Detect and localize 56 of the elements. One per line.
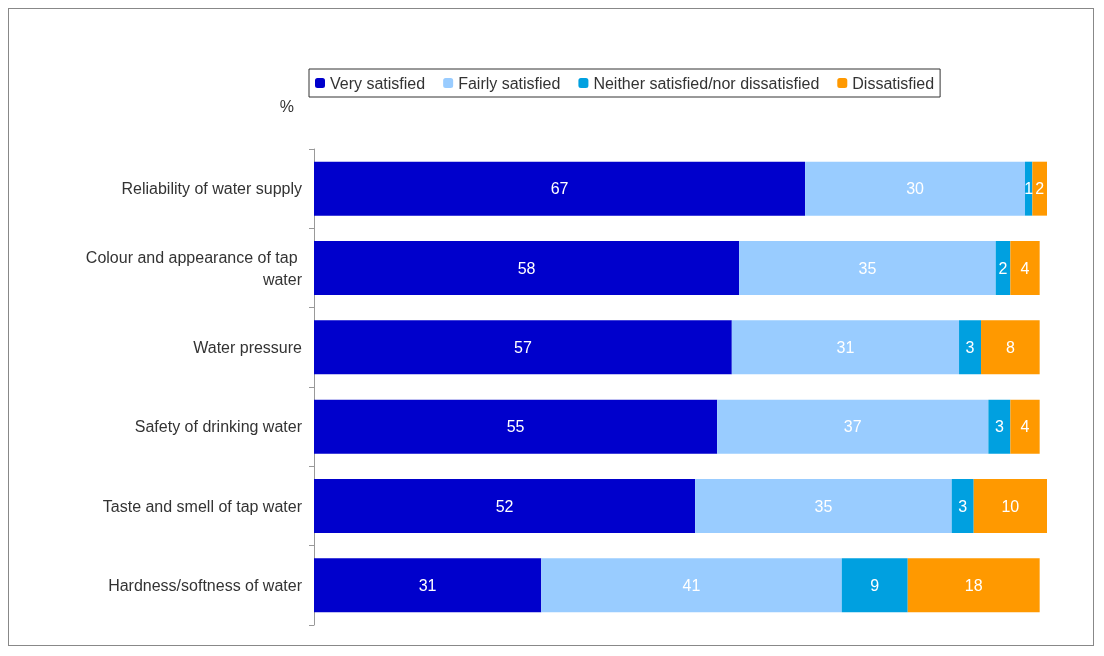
data-label: 30: [906, 180, 925, 198]
data-label: 31: [836, 338, 855, 356]
legend-label: Neither satisfied/nor dissatisfied: [593, 74, 820, 92]
bar: [314, 479, 696, 533]
bar: [959, 320, 982, 375]
bar: [739, 241, 996, 295]
data-label: 41: [682, 576, 701, 594]
bar: [314, 320, 732, 375]
data-label: 18: [964, 576, 983, 594]
data-label: 3: [965, 338, 975, 356]
data-label: 52: [495, 497, 514, 515]
bar: [314, 399, 718, 454]
data-label: 35: [814, 497, 833, 515]
data-label: 67: [550, 180, 569, 198]
data-label: 31: [418, 576, 437, 594]
data-label: 37: [843, 418, 862, 436]
data-label: 8: [1005, 338, 1015, 356]
bar: [951, 479, 974, 533]
y-tick-label: Hardness/softness of water: [108, 576, 303, 594]
data-label: 3: [994, 418, 1004, 436]
data-label: 4: [1020, 259, 1030, 277]
legend-label: Very satisfied: [330, 74, 426, 92]
bar: [805, 161, 1026, 216]
data-label: 4: [1020, 418, 1030, 436]
data-label: 2: [1035, 180, 1045, 198]
bar: [1032, 161, 1047, 216]
data-label: 35: [858, 259, 877, 277]
bar: [988, 399, 1011, 454]
y-tick-label: Reliability of water supply: [121, 180, 302, 198]
legend-label: Dissatisfied: [852, 74, 935, 92]
bar: [981, 320, 1040, 375]
data-label: 55: [506, 418, 525, 436]
data-label: 2: [998, 259, 1008, 277]
bar: [973, 479, 1047, 533]
bar: [1010, 241, 1040, 295]
bar: [314, 241, 740, 295]
bar: [1010, 399, 1040, 454]
bar: [731, 320, 960, 375]
bar: [907, 558, 1040, 613]
y-tick-label: Taste and smell of tap water: [102, 497, 303, 515]
data-label: 3: [958, 497, 968, 515]
data-label: 57: [514, 338, 532, 356]
data-label: 58: [517, 259, 536, 277]
y-tick-label: Colour and appearance of tap water: [85, 248, 303, 288]
legend-label: Fairly satisfied: [458, 74, 561, 92]
y-axis-title: %: [279, 97, 294, 115]
bar: [717, 399, 989, 454]
bar: [541, 558, 842, 613]
y-tick-label: Safety of drinking water: [134, 418, 303, 436]
bar: [314, 161, 806, 216]
bar: [695, 479, 952, 533]
bar: [314, 558, 542, 613]
data-label: 9: [870, 576, 880, 594]
data-label: 10: [1001, 497, 1020, 515]
y-tick-label: Water pressure: [193, 338, 303, 356]
bar: [841, 558, 908, 613]
